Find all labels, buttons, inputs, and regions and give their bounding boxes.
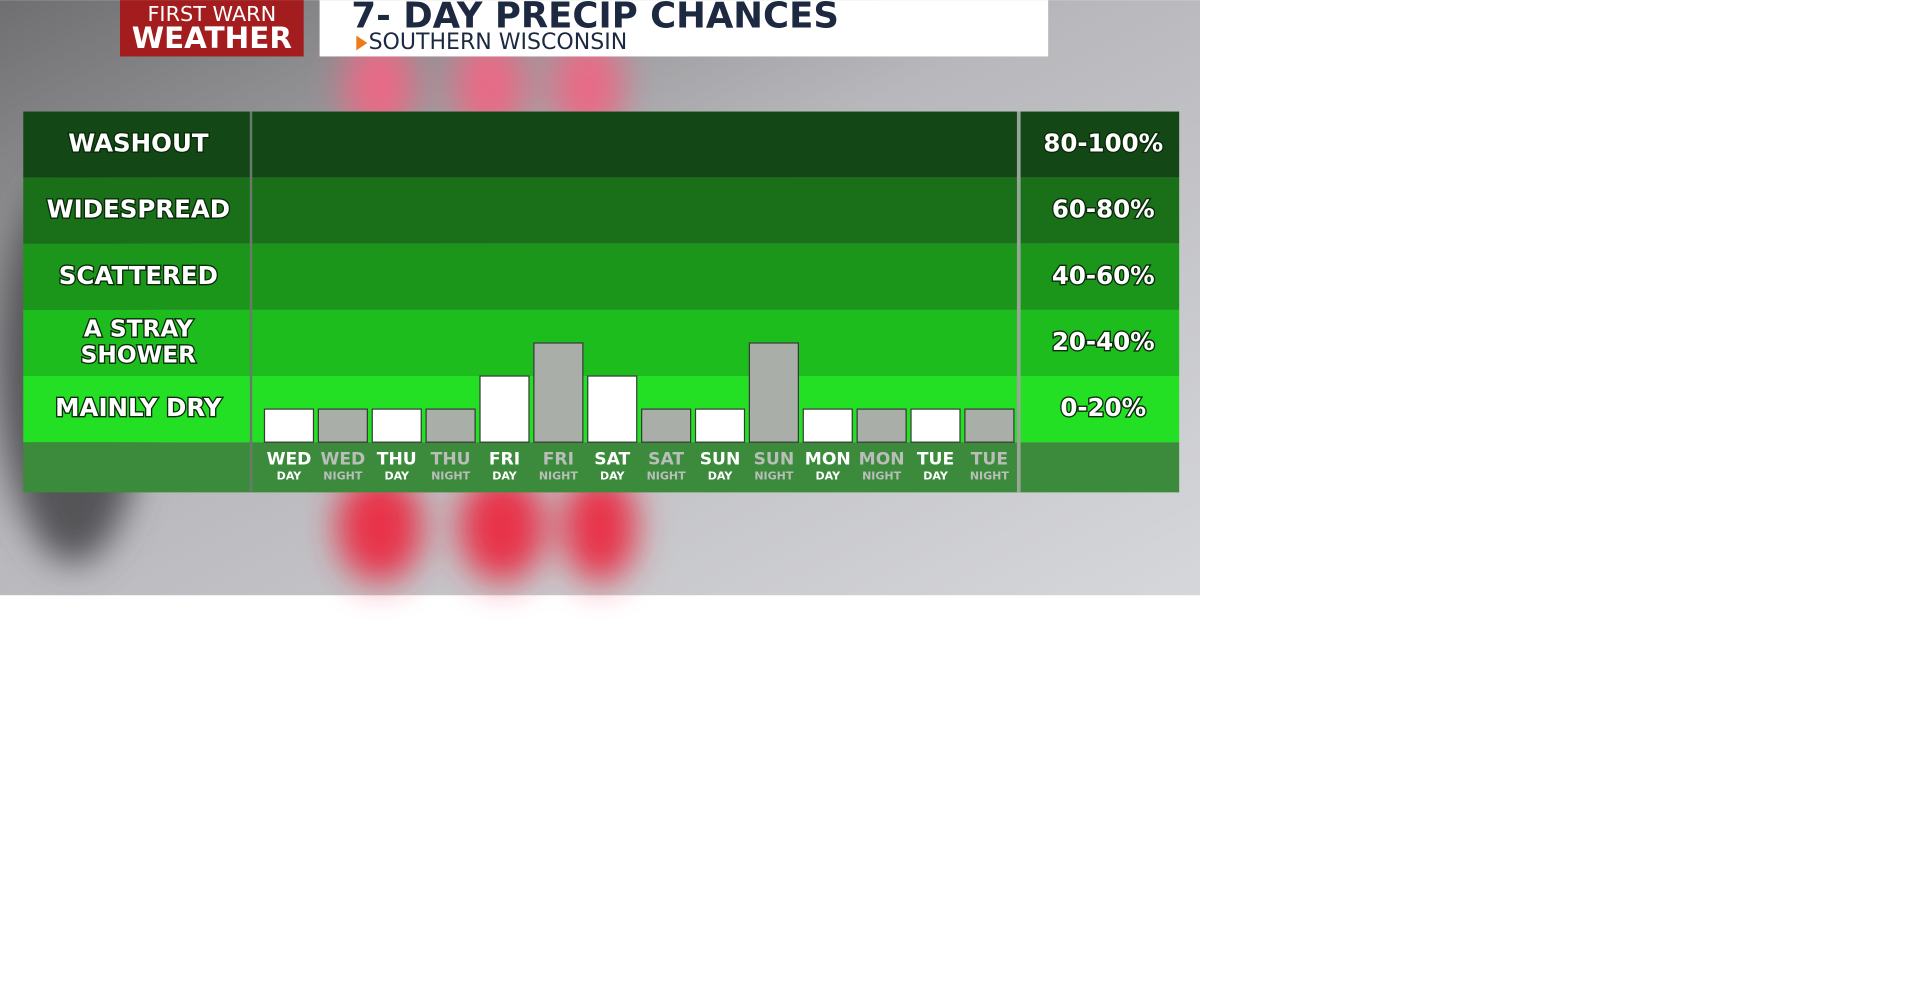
x-tick-label: SUN — [700, 449, 741, 469]
title-box — [319, 0, 1049, 57]
x-tick-label: MON — [805, 449, 851, 469]
bar — [317, 408, 368, 443]
bar — [533, 342, 584, 443]
band-range: 40-60% — [1052, 261, 1155, 290]
x-tick-sublabel: DAY — [492, 469, 518, 482]
x-tick-sublabel: DAY — [384, 469, 410, 482]
bar — [263, 408, 315, 443]
x-tick-sublabel: NIGHT — [647, 469, 687, 482]
x-tick-sublabel: NIGHT — [970, 469, 1010, 482]
band-label: WIDESPREAD — [47, 195, 230, 224]
x-tick-sublabel: DAY — [708, 469, 734, 482]
band — [23, 111, 1180, 178]
plot: WASHOUT 80-100% WIDESPREAD 60-80% SCATTERED 4… — [23, 111, 1180, 482]
band-label: WASHOUT — [68, 129, 209, 158]
logo-line1: FIRST WARN — [147, 2, 276, 26]
bar — [641, 408, 692, 443]
x-tick-sublabel: NIGHT — [539, 469, 579, 482]
x-axis-row — [23, 442, 1180, 493]
bar — [910, 408, 961, 443]
x-tick-label: FRI — [489, 449, 520, 469]
x-tick-label: SAT — [648, 449, 684, 469]
x-tick-label: THU — [431, 449, 471, 469]
x-tick-label: MON — [859, 449, 905, 469]
x-tick-sublabel: DAY — [923, 469, 949, 482]
x-tick-label: SUN — [754, 449, 795, 469]
x-tick-sublabel: DAY — [815, 469, 841, 482]
band-range: 0-20% — [1060, 393, 1146, 422]
x-tick-label: THU — [377, 449, 417, 469]
x-tick-sublabel: NIGHT — [754, 469, 794, 482]
bar — [748, 342, 799, 443]
logo-box — [120, 0, 304, 57]
subtitle: SOUTHERN WISCONSIN — [369, 30, 628, 55]
x-tick-sublabel: NIGHT — [323, 469, 363, 482]
title: 7- DAY PRECIP CHANCES — [351, 0, 838, 36]
band-range: 60-80% — [1052, 195, 1155, 224]
x-tick-sublabel: NIGHT — [862, 469, 902, 482]
arrow-icon — [356, 35, 368, 51]
band — [23, 243, 1180, 310]
x-tick-label: TUE — [917, 449, 954, 469]
band-label: A STRAY — [84, 316, 194, 343]
band-label: MAINLY DRY — [55, 393, 222, 422]
x-tick-sublabel: NIGHT — [431, 469, 471, 482]
x-tick-sublabel: DAY — [600, 469, 626, 482]
x-tick-label: TUE — [971, 449, 1008, 469]
bar — [694, 408, 746, 443]
band-label: SHOWER — [81, 341, 196, 368]
logo-line2: WEATHER — [132, 21, 293, 55]
band — [23, 177, 1180, 244]
bar — [802, 408, 853, 443]
bar — [371, 408, 422, 443]
bar — [479, 375, 530, 443]
band-range: 20-40% — [1052, 327, 1155, 356]
x-tick-sublabel: DAY — [277, 469, 303, 482]
x-tick-label: SAT — [594, 449, 630, 469]
bar — [425, 408, 476, 443]
bar — [964, 408, 1015, 443]
x-tick-label: FRI — [543, 449, 574, 469]
band-range: 80-100% — [1043, 129, 1163, 158]
band-label: SCATTERED — [59, 261, 218, 290]
x-tick-label: WED — [267, 449, 312, 469]
bar — [587, 375, 638, 443]
x-tick-label: WED — [320, 449, 365, 469]
band — [23, 309, 1180, 377]
bar — [856, 408, 907, 443]
